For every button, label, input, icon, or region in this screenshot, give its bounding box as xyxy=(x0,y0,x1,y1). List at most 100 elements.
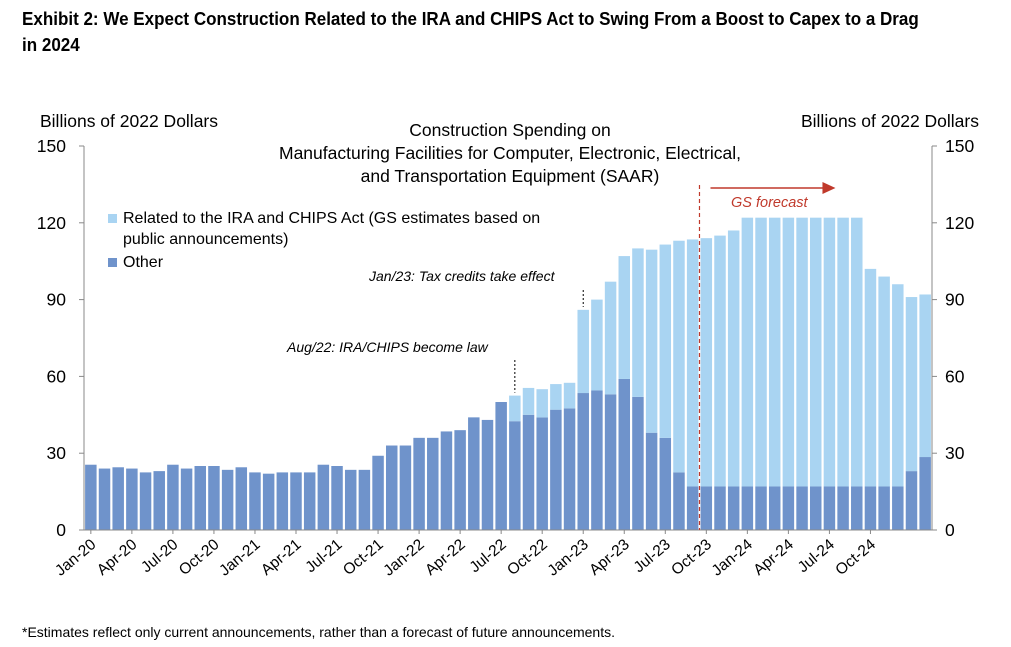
bar-other xyxy=(864,486,877,530)
legend: Related to the IRA and CHIPS Act (GS est… xyxy=(108,208,563,273)
bar-ira-chips xyxy=(618,256,631,379)
bar-other xyxy=(262,473,275,530)
y-axis-right-label: Billions of 2022 Dollars xyxy=(800,111,979,131)
y-tick-label-right: 150 xyxy=(945,136,974,156)
bar-other xyxy=(509,421,521,530)
bar-ira-chips xyxy=(591,299,603,391)
exhibit-title: Exhibit 2: We Expect Construction Relate… xyxy=(22,8,919,55)
y-tick-label-left: 120 xyxy=(37,213,66,233)
y-tick-label-right: 0 xyxy=(945,520,955,540)
bar-other xyxy=(768,486,781,530)
x-tick-label: Jan-20 xyxy=(52,536,100,580)
x-tick-label: Apr-21 xyxy=(258,536,305,579)
annotations-group xyxy=(514,182,836,530)
bar-other xyxy=(413,437,425,530)
legend-item-ira-chips: Related to the IRA and CHIPS Act (GS est… xyxy=(108,208,563,250)
bar-ira-chips xyxy=(892,284,904,487)
bar-other xyxy=(303,472,316,530)
chart-title: Construction Spending on Manufacturing F… xyxy=(200,119,820,188)
y-tick-label-right: 120 xyxy=(945,213,974,233)
bar-other xyxy=(878,486,890,530)
bar-ira-chips xyxy=(509,395,521,422)
bar-other xyxy=(399,445,412,530)
bar-ira-chips xyxy=(851,217,863,487)
bar-ira-chips xyxy=(673,240,685,473)
x-tick-label: Oct-20 xyxy=(176,536,223,579)
bar-other xyxy=(180,468,193,530)
bar-other xyxy=(686,486,699,530)
bar-other xyxy=(823,486,836,530)
bar-other xyxy=(194,466,207,530)
y-tick-label-right: 30 xyxy=(945,443,965,463)
bar-ira-chips xyxy=(755,217,767,487)
x-tick-label: Oct-24 xyxy=(832,536,879,579)
bar-other xyxy=(235,467,248,530)
bar-other xyxy=(440,431,453,530)
bar-other xyxy=(673,472,685,530)
bar-other xyxy=(700,486,713,530)
bar-ira-chips xyxy=(768,217,781,487)
bar-other xyxy=(221,469,234,530)
bar-other xyxy=(522,414,535,530)
bar-other xyxy=(796,486,808,530)
x-tick-label: Oct-23 xyxy=(668,536,715,579)
x-tick-label: Jul-22 xyxy=(466,536,509,576)
x-tick-label: Jul-21 xyxy=(302,536,345,576)
bar-other xyxy=(427,437,439,530)
bar-ira-chips xyxy=(632,248,644,397)
x-tick-label: Apr-24 xyxy=(750,536,797,579)
bar-other xyxy=(755,486,767,530)
x-tick-label: Jan-22 xyxy=(380,536,427,579)
bar-other xyxy=(454,430,466,530)
bar-ira-chips xyxy=(823,217,836,487)
bar-other xyxy=(604,394,617,530)
bar-other xyxy=(249,472,261,530)
forecast-arrow-head xyxy=(822,182,836,194)
bar-ira-chips xyxy=(837,217,849,487)
x-tick-label: Oct-22 xyxy=(504,536,551,579)
bar-other xyxy=(126,468,138,530)
bar-ira-chips xyxy=(727,230,740,487)
y-tick-label-right: 60 xyxy=(945,366,965,386)
y-tick-label-left: 60 xyxy=(47,366,67,386)
bar-other xyxy=(645,432,658,530)
bar-other xyxy=(809,486,822,530)
bar-other xyxy=(632,396,644,530)
bar-other xyxy=(468,417,480,530)
y-tick-label-left: 150 xyxy=(37,136,66,156)
bar-other xyxy=(550,409,562,530)
x-tick-label: Apr-20 xyxy=(94,536,141,579)
bar-other xyxy=(892,486,904,530)
x-tick-label: Jul-23 xyxy=(631,536,674,576)
y-tick-label-left: 90 xyxy=(47,290,67,310)
bar-other xyxy=(495,402,507,530)
bar-other xyxy=(837,486,849,530)
bar-other xyxy=(153,471,165,530)
chart-title-line: Manufacturing Facilities for Computer, E… xyxy=(279,143,741,163)
legend-label-ira-chips: Related to the IRA and CHIPS Act (GS est… xyxy=(123,210,541,248)
bar-ira-chips xyxy=(864,268,877,487)
bar-other xyxy=(727,486,740,530)
legend-label-other: Other xyxy=(123,254,164,271)
chart-title-line: Construction Spending on xyxy=(409,120,611,140)
bar-other xyxy=(372,455,384,530)
bar-other xyxy=(563,408,576,530)
bar-ira-chips xyxy=(700,238,713,487)
x-tick-label: Jan-23 xyxy=(545,536,592,579)
legend-swatch-ira-chips xyxy=(108,214,117,223)
bar-ira-chips xyxy=(782,217,795,487)
y-tick-label-left: 30 xyxy=(47,443,67,463)
bar-other xyxy=(618,378,631,530)
bars-group xyxy=(85,217,931,530)
bar-ira-chips xyxy=(645,249,658,433)
legend-swatch-other xyxy=(108,258,117,267)
bar-other xyxy=(905,471,918,530)
bar-other xyxy=(385,445,398,530)
bar-ira-chips xyxy=(604,281,617,395)
bar-ira-chips xyxy=(659,244,672,438)
bar-ira-chips xyxy=(536,389,548,418)
bar-ira-chips xyxy=(577,309,589,394)
bar-ira-chips xyxy=(686,239,699,487)
annotation-gs-forecast: GS forecast xyxy=(731,195,808,211)
